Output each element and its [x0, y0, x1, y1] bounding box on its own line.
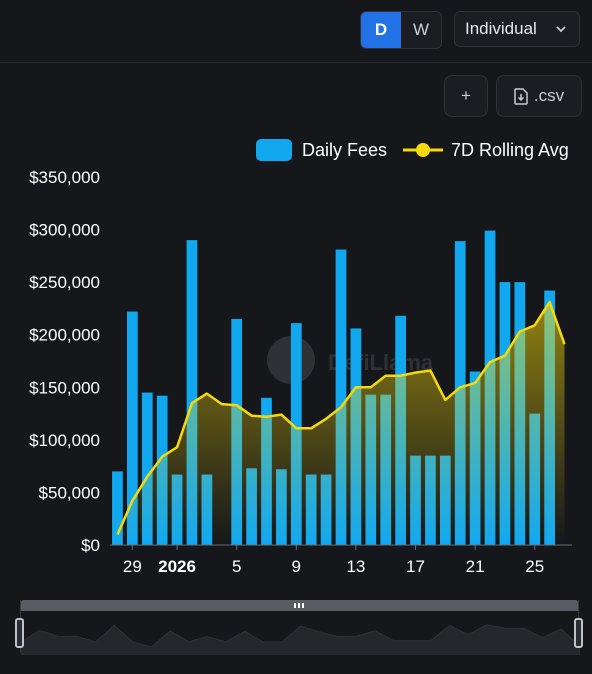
y-tick-label: $250,000 — [29, 273, 100, 292]
csv-label: .csv — [533, 86, 565, 105]
legend-line-swatch[interactable] — [403, 140, 444, 160]
y-tick-label: $0 — [81, 536, 100, 555]
daily-button[interactable]: D — [361, 12, 401, 48]
chevron-down-icon — [556, 26, 566, 33]
scroller-grip-icon[interactable] — [294, 603, 304, 608]
zoom-scroller[interactable] — [20, 600, 580, 655]
legend-rolling-avg[interactable]: 7D Rolling Avg — [451, 139, 569, 160]
y-tick-label: $350,000 — [29, 168, 100, 187]
download-file-icon — [514, 87, 528, 105]
y-tick-label: $50,000 — [39, 483, 100, 502]
y-tick-label: $150,000 — [29, 378, 100, 397]
x-tick-label: 13 — [346, 557, 365, 576]
rolling-avg-area — [117, 302, 565, 545]
y-tick-label: $300,000 — [29, 221, 100, 240]
x-tick-label: 2026 — [158, 557, 196, 576]
scroller-right-handle[interactable] — [574, 618, 583, 648]
weekly-button[interactable]: W — [412, 20, 430, 39]
x-tick-label: 17 — [406, 557, 425, 576]
scroller-preview — [21, 624, 580, 655]
fees-bar[interactable] — [112, 471, 123, 545]
download-csv-button[interactable]: .csv — [496, 75, 582, 117]
mode-select-value: Individual — [465, 19, 537, 38]
fees-bar[interactable] — [335, 249, 347, 545]
x-tick-label: 9 — [292, 557, 301, 576]
plus-icon: + — [461, 86, 471, 105]
mode-select[interactable]: Individual — [454, 11, 580, 47]
chart-legend: Daily Fees 7D Rolling Avg — [256, 136, 569, 164]
x-tick-label: 5 — [232, 557, 241, 576]
fees-bar[interactable] — [126, 311, 138, 545]
period-toggle: D W — [360, 11, 442, 49]
rolling-avg-line — [116, 300, 566, 536]
add-button[interactable]: + — [444, 75, 488, 117]
fees-bar[interactable] — [186, 240, 198, 545]
scroller-left-handle[interactable] — [15, 618, 24, 648]
legend-bar-swatch[interactable] — [256, 139, 292, 161]
x-tick-label: 25 — [525, 557, 544, 576]
x-tick-label: 21 — [466, 557, 485, 576]
fees-chart: DefiLlama $0$50,000$100,000$150,000$200,… — [29, 168, 572, 576]
y-tick-label: $100,000 — [29, 431, 100, 450]
x-tick-label: 29 — [123, 557, 142, 576]
fees-bar[interactable] — [141, 392, 153, 545]
legend-daily-fees[interactable]: Daily Fees — [302, 139, 388, 160]
y-tick-label: $200,000 — [29, 326, 100, 345]
top-toolbar: D W Individual — [0, 0, 592, 63]
